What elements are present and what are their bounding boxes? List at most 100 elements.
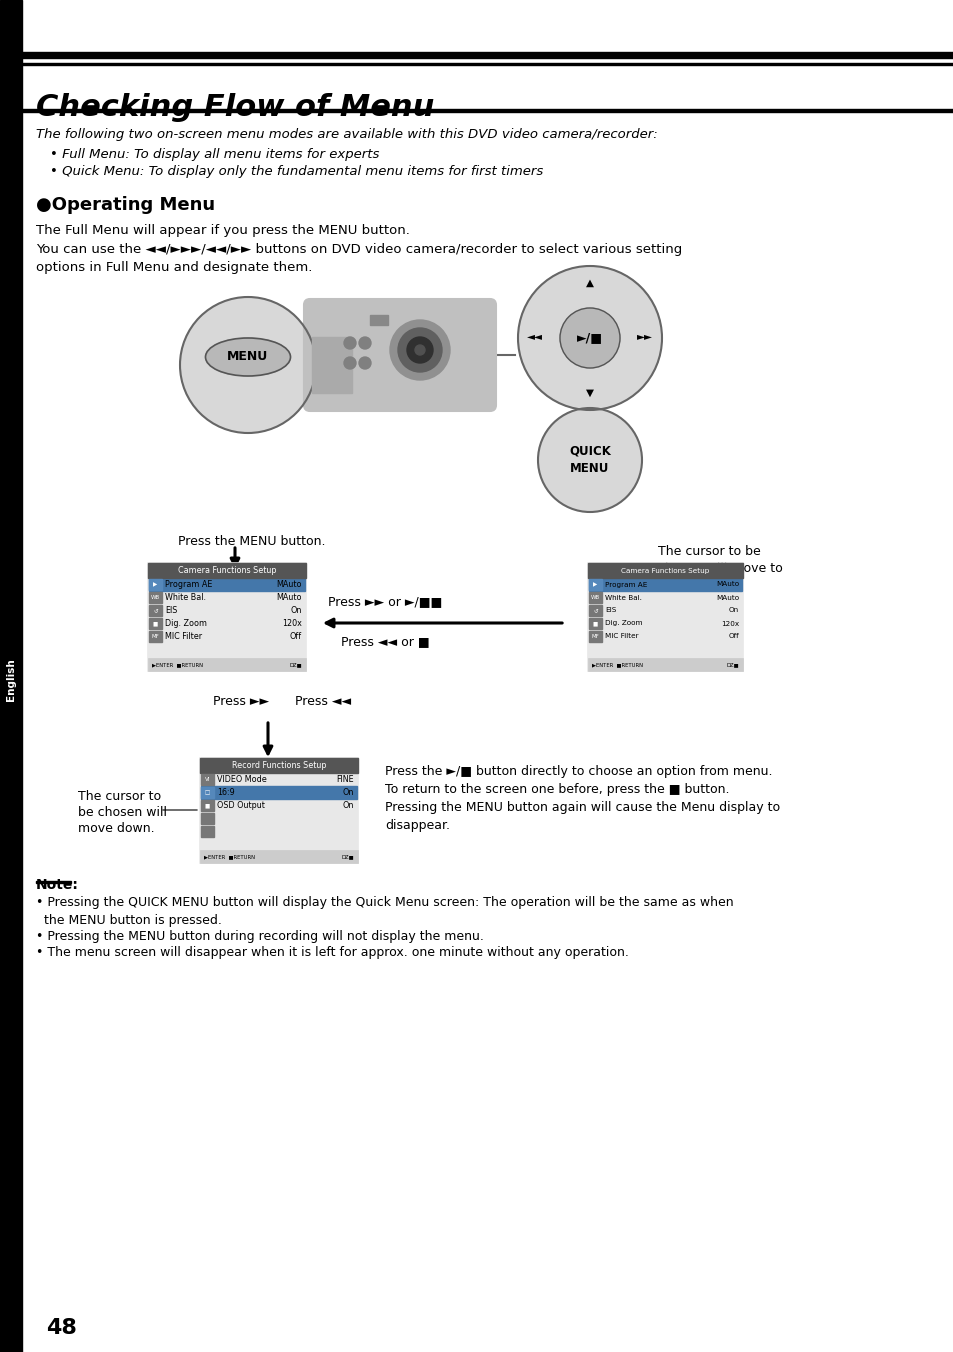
Text: Pressing the MENU button again will cause the Menu display to: Pressing the MENU button again will caus… [385,800,780,814]
Text: be chosen will: be chosen will [78,806,167,819]
Text: ▶: ▶ [593,581,597,587]
Text: ▼: ▼ [585,388,594,397]
Text: Program AE: Program AE [604,581,647,588]
Text: • Full Menu: To display all menu items for experts: • Full Menu: To display all menu items f… [50,147,379,161]
Text: chosen will move to: chosen will move to [658,562,781,575]
Text: ↺: ↺ [593,608,598,612]
Text: Camera Functions Setup: Camera Functions Setup [177,566,276,575]
Bar [588,604,601,617]
Bar [588,579,741,591]
Bar [149,579,162,589]
Text: ►►: ►► [637,331,652,341]
Bar [149,618,162,629]
Bar [148,658,306,671]
Text: Dig. Zoom: Dig. Zoom [165,619,207,627]
Text: The Full Menu will appear if you press the MENU button.: The Full Menu will appear if you press t… [36,224,410,237]
Bar [149,631,162,642]
Text: QUICK: QUICK [569,445,610,457]
Text: □: □ [205,790,210,795]
Text: MIC Filter: MIC Filter [604,634,638,639]
Circle shape [397,329,441,372]
Bar [201,786,356,799]
Bar [148,562,306,579]
Text: Press ►► or ►/■■: Press ►► or ►/■■ [328,595,441,608]
Text: MAuto: MAuto [276,594,302,602]
Bar [587,658,742,671]
Text: ■: ■ [592,621,598,626]
Text: Press the MENU button.: Press the MENU button. [178,535,325,548]
Text: MF: MF [152,634,159,639]
Text: VIDEO Mode: VIDEO Mode [216,775,267,784]
Text: Dig. Zoom: Dig. Zoom [604,621,641,626]
Circle shape [517,266,661,410]
Text: MAuto: MAuto [715,595,739,600]
Text: ■: ■ [152,621,158,626]
Text: The cursor to: The cursor to [78,790,161,803]
Bar [22,110,953,112]
Text: 16:9: 16:9 [216,788,234,796]
Text: ▶: ▶ [153,581,157,587]
Bar [370,315,388,324]
Bar [149,592,162,603]
Bar [588,631,601,642]
Ellipse shape [205,338,291,376]
Text: You can use the ◄◄/►►►/◄◄/►► buttons on DVD video camera/recorder to select vari: You can use the ◄◄/►►►/◄◄/►► buttons on … [36,243,681,256]
Text: ↺: ↺ [153,608,157,612]
Circle shape [537,408,641,512]
Text: To return to the screen one before, press the ■ button.: To return to the screen one before, pres… [385,783,729,796]
Bar [587,562,742,579]
Circle shape [180,297,315,433]
Circle shape [407,337,433,362]
Circle shape [344,357,355,369]
Text: Press ►►: Press ►► [213,695,269,708]
Bar [149,579,305,591]
Text: On: On [291,606,302,615]
Circle shape [358,337,371,349]
Bar [22,64,953,65]
Bar [148,562,306,671]
Bar [200,758,357,773]
Text: MENU: MENU [570,462,609,476]
Text: OSD Output: OSD Output [216,800,265,810]
Bar [587,562,742,671]
Text: the right.: the right. [658,579,715,592]
Text: move down.: move down. [78,822,154,836]
Circle shape [358,357,371,369]
Bar [201,773,213,786]
Text: WB: WB [151,595,160,600]
Bar [36,882,71,883]
Text: DZ■: DZ■ [725,662,739,667]
Text: options in Full Menu and designate them.: options in Full Menu and designate them. [36,261,312,274]
Text: The cursor to be: The cursor to be [658,545,760,558]
Bar [588,618,601,629]
Text: • Quick Menu: To display only the fundamental menu items for first timers: • Quick Menu: To display only the fundam… [50,165,542,178]
Text: ▶ENTER  ■RETURN: ▶ENTER ■RETURN [152,662,203,667]
Text: ■: ■ [205,803,210,808]
Text: • Pressing the QUICK MENU button will display the Quick Menu screen: The operati: • Pressing the QUICK MENU button will di… [36,896,733,909]
Text: Off: Off [290,631,302,641]
Text: DZ■: DZ■ [289,662,302,667]
Bar [201,800,213,811]
Text: Record Functions Setup: Record Functions Setup [232,761,326,771]
Text: ●Operating Menu: ●Operating Menu [36,196,214,214]
Bar [201,787,213,798]
Bar [149,604,162,617]
Text: Checking Flow of Menu: Checking Flow of Menu [36,93,434,122]
Text: • The menu screen will disappear when it is left for approx. one minute without : • The menu screen will disappear when it… [36,946,628,959]
Text: MAuto: MAuto [715,581,739,588]
Text: EIS: EIS [165,606,177,615]
Bar [22,51,953,58]
Text: Press ◄◄: Press ◄◄ [294,695,351,708]
Text: EIS: EIS [604,607,616,614]
Text: MENU: MENU [227,350,269,364]
Bar [201,826,213,837]
Bar [201,813,213,823]
Text: MIC Filter: MIC Filter [165,631,202,641]
Text: WB: WB [590,595,599,600]
Text: English: English [6,658,16,702]
Text: ▶ENTER  ■RETURN: ▶ENTER ■RETURN [204,854,254,859]
Circle shape [344,337,355,349]
Text: The following two on-screen menu modes are available with this DVD video camera/: The following two on-screen menu modes a… [36,128,657,141]
Text: On: On [342,800,354,810]
Text: MF: MF [591,634,598,639]
